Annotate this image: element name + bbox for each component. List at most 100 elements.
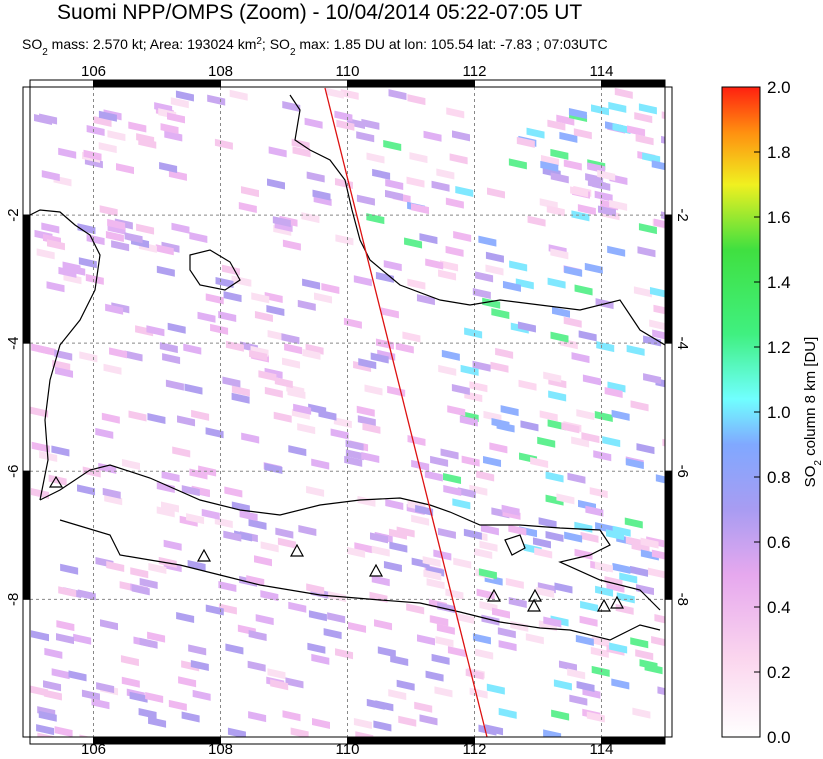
pixel	[171, 222, 190, 234]
pixel	[404, 237, 423, 249]
pixel	[587, 162, 606, 174]
pixel	[231, 392, 250, 404]
pixel	[407, 94, 426, 106]
pixel	[78, 257, 97, 269]
pixel	[210, 323, 229, 335]
frame-bar	[220, 736, 348, 745]
pixel	[165, 379, 184, 391]
pixel	[500, 405, 519, 417]
volcano	[609, 595, 625, 609]
pixel	[336, 119, 355, 131]
pixel	[591, 636, 610, 648]
pixel	[183, 343, 202, 355]
pixel	[274, 377, 293, 389]
pixel	[356, 131, 375, 143]
pixel	[306, 171, 325, 183]
pixel	[52, 359, 71, 371]
pixel	[451, 383, 470, 395]
pixel	[102, 487, 121, 499]
pixel	[375, 271, 394, 283]
pixel	[135, 325, 154, 337]
volcano	[368, 563, 384, 577]
pixel	[323, 628, 342, 640]
pixel	[305, 343, 324, 355]
pixel	[530, 457, 549, 469]
pixel	[491, 308, 510, 320]
map-border	[29, 86, 666, 738]
pixel	[30, 406, 49, 418]
pixel	[490, 361, 509, 373]
volcano	[48, 475, 64, 488]
frame-bar	[474, 79, 602, 88]
pixel	[334, 178, 353, 190]
pixel	[547, 277, 566, 289]
pixel	[178, 676, 197, 688]
label-part: column 8 km [DU]	[802, 337, 819, 460]
pixel	[270, 679, 289, 691]
volcano	[289, 543, 305, 557]
pixel	[425, 258, 444, 270]
pixel	[509, 260, 528, 272]
pixel	[576, 409, 595, 421]
pixel	[147, 631, 166, 643]
pixel	[551, 709, 570, 721]
pixel	[264, 386, 283, 398]
pixel	[476, 470, 495, 482]
frame-bar	[664, 470, 673, 600]
pixel	[205, 427, 224, 439]
pixel	[100, 619, 119, 631]
coast-java-north	[39, 464, 661, 611]
pixel	[437, 527, 456, 539]
frame-bar	[601, 736, 666, 745]
pixel	[485, 724, 504, 736]
coast-madura	[504, 534, 526, 556]
lon-label: 114	[590, 741, 614, 758]
pixel	[543, 729, 562, 737]
subtitle-part: max: 1.85 DU at lon: 105.54 lat: -7.83 ;…	[296, 36, 608, 52]
pixel	[538, 517, 557, 529]
pixel	[559, 131, 578, 143]
pixel	[409, 152, 428, 164]
pixel	[302, 278, 321, 290]
pixel	[181, 660, 200, 672]
pixel	[443, 473, 462, 485]
pixel	[41, 222, 60, 234]
pixel	[260, 590, 279, 602]
pixel	[353, 360, 372, 372]
pixel	[580, 600, 599, 612]
pixel	[275, 527, 294, 539]
pixel	[564, 265, 583, 277]
pixel	[436, 623, 455, 635]
frame-bar	[29, 736, 94, 745]
pixel	[179, 515, 198, 527]
pixel	[312, 718, 331, 730]
pixel	[248, 711, 267, 723]
pixel	[479, 540, 498, 552]
pixel	[361, 118, 380, 130]
pixel	[445, 245, 464, 257]
pixel	[214, 517, 233, 529]
pixel	[580, 531, 599, 543]
pixel	[282, 357, 301, 369]
volcanoes	[48, 475, 625, 612]
pixel	[91, 698, 110, 710]
pixel	[98, 142, 117, 154]
pixel	[590, 646, 609, 658]
pixel	[251, 292, 270, 304]
pixel	[340, 88, 359, 100]
pixel	[582, 374, 601, 386]
frame-bar	[347, 79, 475, 88]
pixel	[635, 134, 654, 146]
pixel	[657, 686, 665, 696]
pixel	[430, 615, 449, 627]
pixel	[655, 474, 665, 484]
pixel	[218, 580, 237, 592]
pixel	[390, 655, 409, 667]
pixel	[77, 589, 96, 601]
pixel	[552, 306, 571, 318]
pixel	[561, 422, 580, 434]
pixel	[625, 458, 644, 470]
pixel	[41, 170, 60, 182]
pixel	[423, 569, 442, 581]
pixel	[86, 125, 105, 137]
